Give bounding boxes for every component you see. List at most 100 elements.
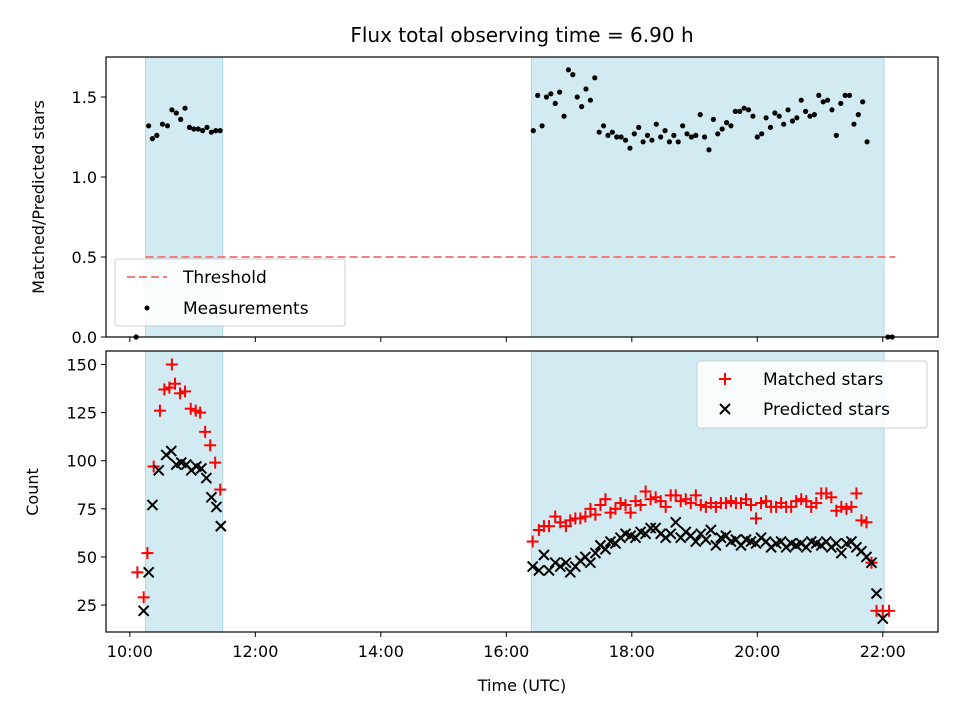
measurement-point — [579, 104, 585, 110]
measurement-point — [587, 97, 593, 103]
matched-stars-point — [549, 510, 562, 523]
measurement-point — [838, 100, 844, 106]
measurement-point — [164, 123, 171, 129]
measurement-point — [666, 139, 673, 145]
measurement-point — [710, 116, 716, 122]
predicted-stars-point — [877, 612, 889, 625]
measurement-point — [829, 107, 835, 113]
measurement-point — [204, 124, 210, 130]
measurements-series — [133, 67, 895, 340]
measurement-point — [846, 92, 853, 98]
matched-stars-point — [719, 497, 732, 510]
legend-predicted-swatch — [719, 403, 731, 415]
measurement-point — [570, 72, 576, 78]
matched-stars-point — [526, 535, 539, 548]
ratio-legend: Threshold Measurements — [114, 258, 346, 327]
measurement-point — [820, 99, 826, 105]
measurement-point — [851, 121, 857, 127]
y-tick-label: 150 — [66, 355, 97, 374]
measurement-point — [671, 132, 677, 138]
predicted-stars-point — [543, 564, 555, 577]
predicted-stars-point — [670, 516, 682, 529]
matched-stars-point — [740, 493, 752, 506]
legend-predicted-label: Predicted stars — [763, 400, 890, 420]
measurement-point — [208, 129, 215, 135]
measurement-point — [759, 131, 765, 137]
matched-stars-point — [184, 402, 197, 415]
measurement-point — [565, 67, 572, 73]
measurement-point — [149, 136, 156, 142]
measurement-point — [543, 94, 550, 100]
measurement-point — [644, 132, 651, 138]
matched-stars-point — [619, 498, 632, 511]
x-axis-label: Time (UTC) — [477, 676, 566, 695]
count-y-axis: 25 50 75 100 125 150 — [66, 355, 106, 615]
predicted-stars-point — [584, 557, 597, 569]
matched-stars-point — [785, 500, 798, 513]
measurement-point — [772, 110, 778, 116]
matched-stars-point — [542, 520, 555, 533]
matched-stars-point — [644, 493, 657, 506]
measurement-point — [627, 145, 633, 151]
matched-stars-point — [169, 377, 182, 390]
matched-stars-point — [579, 510, 592, 523]
measurement-point — [798, 97, 804, 103]
measurement-point — [776, 113, 782, 119]
matched-stars-point — [179, 385, 192, 398]
measurement-point — [824, 97, 831, 103]
matched-stars-point — [800, 495, 813, 508]
matched-stars-point — [174, 387, 187, 400]
matched-stars-point — [694, 498, 707, 511]
predicted-stars-point — [210, 501, 223, 513]
measurement-point — [763, 115, 769, 121]
measurement-point — [811, 112, 817, 118]
count-y-axis-label: Count — [23, 468, 42, 516]
y-tick-label: 0.5 — [72, 248, 97, 267]
matched-stars-point — [835, 500, 848, 513]
matched-stars-point — [855, 514, 868, 527]
measurement-point — [675, 139, 681, 145]
matched-stars-point — [624, 506, 637, 519]
matched-stars-point — [141, 547, 154, 560]
measurement-point — [186, 124, 193, 130]
predicted-stars-point — [644, 522, 657, 534]
measurement-point — [715, 131, 721, 137]
measurement-point — [864, 139, 870, 145]
x-tick-label: 10:00 — [107, 642, 153, 661]
matched-stars-point — [689, 489, 702, 502]
y-tick-label: 0.0 — [72, 328, 97, 347]
chart-title: Flux total observing time = 6.90 h — [350, 23, 693, 47]
observing-windows — [145, 350, 885, 633]
x-tick-label: 12:00 — [232, 642, 278, 661]
matched-stars-point — [860, 516, 873, 529]
measurement-point — [767, 124, 774, 130]
measurement-point — [583, 86, 589, 92]
matched-stars-point — [214, 483, 227, 496]
matched-stars-point — [745, 498, 758, 511]
measurement-point — [217, 128, 223, 134]
measurement-point — [535, 92, 541, 98]
measurement-point — [592, 75, 598, 81]
measurement-point — [794, 115, 800, 121]
matched-stars-point — [684, 497, 697, 510]
matched-stars-point — [840, 502, 853, 515]
predicted-stars-point — [599, 543, 612, 555]
predicted-stars-point — [664, 528, 677, 540]
measurement-point — [154, 132, 160, 138]
ratio-legend-box — [114, 258, 346, 327]
measurement-point — [688, 134, 695, 140]
legend-measurements-label: Measurements — [183, 299, 309, 319]
measurement-point — [719, 126, 725, 132]
measurement-point — [195, 126, 201, 132]
matched-stars-series — [131, 358, 896, 617]
matched-stars-point — [599, 493, 612, 506]
matched-stars-point — [634, 498, 647, 511]
predicted-stars-point — [146, 499, 159, 511]
measurement-point — [200, 128, 206, 134]
measurement-point — [750, 113, 756, 119]
measurement-point — [548, 91, 554, 97]
measurement-point — [745, 107, 752, 113]
ratio-panel: 0.0 0.5 1.0 1.5 Matched/Predicted stars Thr… — [29, 56, 939, 347]
measurement-point — [169, 107, 175, 113]
measurement-point — [781, 121, 787, 127]
